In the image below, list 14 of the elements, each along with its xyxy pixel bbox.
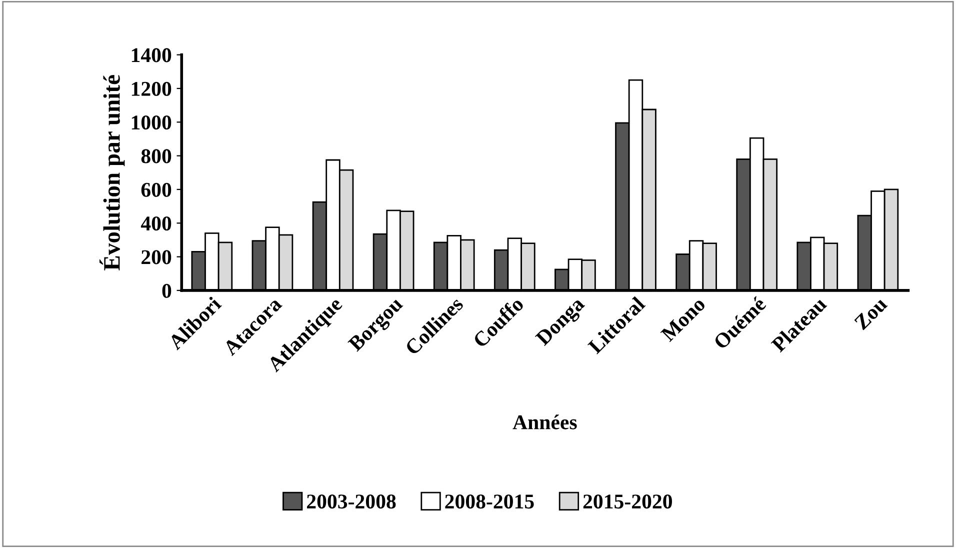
y-tick-label: 200: [142, 250, 172, 264]
legend-label: 2003-2008: [307, 494, 396, 509]
y-tick-label: 600: [141, 182, 172, 197]
legend-label: 2008-2015: [445, 494, 534, 509]
y-tick-label: 1400: [132, 48, 172, 62]
x-axis-title: Années: [512, 414, 577, 430]
y-tick-label: 1000: [132, 116, 172, 130]
x-tick-label: Zou: [854, 296, 888, 330]
y-axis-title: Évolution par unité: [99, 75, 125, 270]
legend-label: 2015-2020: [583, 494, 672, 509]
y-tick-label: 400: [140, 216, 172, 231]
y-tick-label: 0: [162, 284, 172, 298]
y-tick-label: 800: [141, 149, 172, 164]
y-tick-label: 1200: [132, 82, 172, 96]
